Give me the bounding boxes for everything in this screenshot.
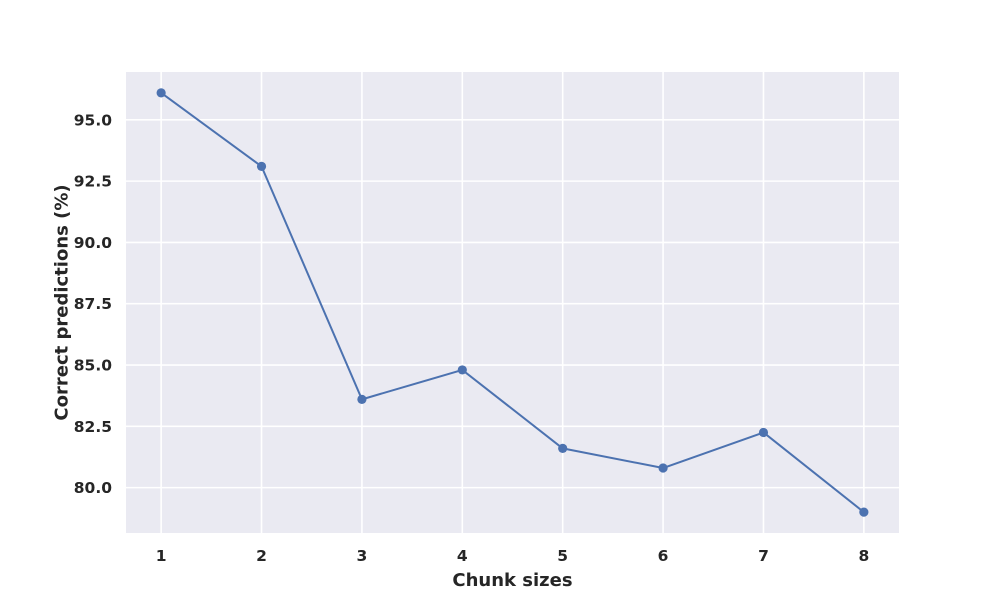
data-point — [658, 463, 668, 473]
x-tick-label: 1 — [156, 547, 167, 565]
y-tick-label: 92.5 — [74, 173, 112, 191]
x-tick-label: 3 — [357, 547, 368, 565]
y-tick-label: 82.5 — [74, 418, 112, 436]
data-point — [357, 394, 367, 404]
x-axis-title: Chunk sizes — [452, 570, 572, 591]
data-point — [758, 427, 769, 438]
grid-lines — [126, 72, 899, 533]
y-tick-label: 87.5 — [74, 295, 112, 313]
data-point — [859, 507, 869, 517]
x-tick-label: 7 — [758, 547, 769, 565]
x-tick-label: 2 — [256, 547, 267, 565]
x-tick-label: 6 — [658, 547, 669, 565]
data-point — [156, 88, 166, 98]
x-tick-label: 5 — [557, 547, 568, 565]
y-tick-label: 85.0 — [74, 357, 112, 375]
x-tick-label: 4 — [457, 547, 468, 565]
data-point — [558, 443, 568, 454]
y-tick-label: 80.0 — [74, 479, 112, 497]
plot-background — [126, 72, 899, 533]
x-tick-label: 8 — [858, 547, 869, 565]
data-point — [256, 161, 267, 172]
data-point — [457, 365, 467, 375]
series-line — [160, 92, 865, 513]
series-layer — [156, 88, 869, 517]
y-tick-label: 90.0 — [74, 234, 112, 252]
tick-labels: 1 2 3 4 5 6 7 8 80.0 82.5 85.0 87.5 90.0 92.5 95.0 — [74, 111, 870, 565]
y-axis-title: Correct predictions (%) — [51, 184, 72, 420]
y-tick-label: 95.0 — [74, 111, 112, 129]
